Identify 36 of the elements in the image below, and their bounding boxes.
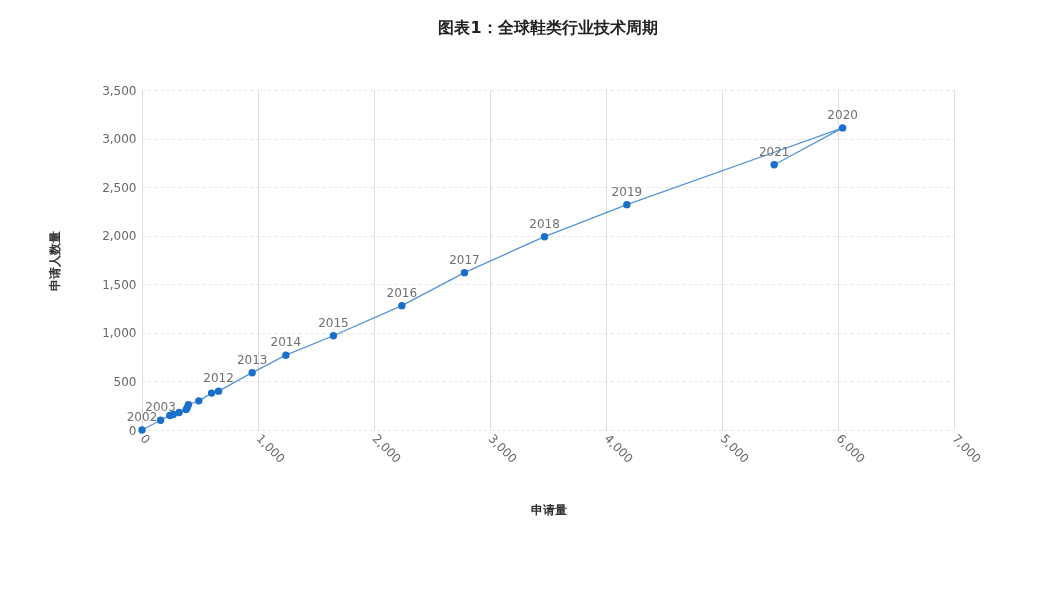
y-tick-label: 1,500 [102,277,137,292]
annotation: 2019 [611,184,643,199]
point [398,301,406,310]
point [207,389,216,397]
point [460,268,469,277]
chart-title: 图表1：全球鞋类行业技术周期 [438,18,658,37]
y-axis-title: 申请人数量 [48,230,63,291]
annotation: 2020 [827,107,858,122]
point [623,200,631,209]
y-tick-label: 1,000 [102,326,137,341]
y-tick-label: 3,000 [102,132,137,147]
annotation: 2015 [318,315,349,330]
annotation: 2013 [236,352,268,367]
point [138,426,146,434]
annotation: 2017 [449,252,480,267]
point [156,416,165,424]
x-tick-label: 0 [137,431,153,447]
annotation: 2002 [126,410,158,424]
point [175,408,183,417]
point [838,124,847,132]
point [214,387,223,395]
point [770,161,778,169]
annotation: 2014 [270,335,302,350]
annotation: 2016 [386,285,418,300]
y-tick-label: 2,500 [102,180,137,195]
y-tick-label: 3,500 [102,83,137,98]
annotation: 2012 [203,371,234,386]
annotation: 2018 [529,216,560,231]
point [540,232,549,241]
y-tick-label: 500 [113,374,137,389]
point [282,351,290,359]
point [329,332,338,340]
point [248,368,256,377]
point [195,397,203,405]
y-tick-label: 2,000 [102,229,137,244]
x-axis-title: 申请量 [530,503,567,518]
